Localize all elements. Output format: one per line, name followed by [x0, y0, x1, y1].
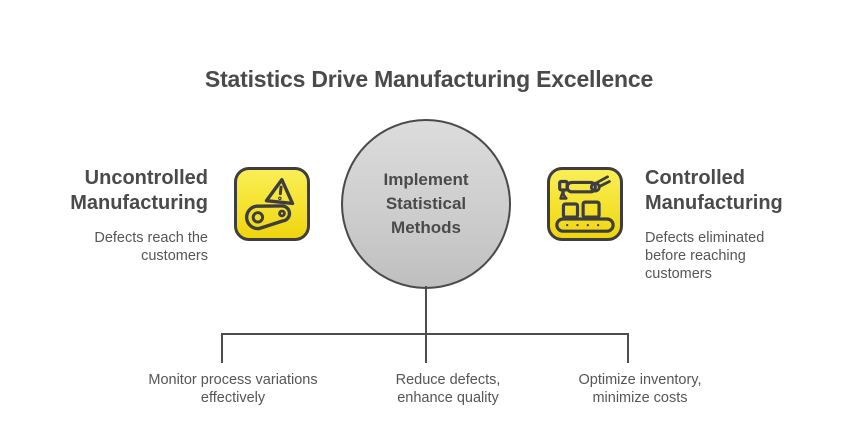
outcome-label-monitor: Monitor process variations effectively — [148, 372, 318, 406]
left-section: Uncontrolled Manufacturing Defects reach… — [40, 166, 208, 265]
right-section: Controlled Manufacturing Defects elimina… — [645, 166, 795, 283]
left-section-title: Uncontrolled Manufacturing — [70, 167, 208, 214]
right-section-title: Controlled Manufacturing — [645, 167, 783, 214]
connector-vertical-center — [425, 286, 427, 363]
outcome-label-reduce: Reduce defects, enhance quality — [395, 372, 501, 406]
robot-arm-conveyor-icon — [547, 167, 623, 241]
diagram-title: Statistics Drive Manufacturing Excellenc… — [204, 66, 654, 93]
left-section-description: Defects reach the customers — [94, 230, 208, 264]
center-node-line-2: Statistical — [385, 194, 467, 213]
robot-arm-conveyor-icon-glyph — [555, 175, 615, 233]
connector-drop-left — [221, 333, 223, 363]
center-node: Implement Statistical Methods — [341, 119, 511, 289]
connector-horizontal — [221, 333, 629, 335]
center-node-label: Implement Statistical Methods — [383, 168, 468, 240]
outcome-label-optimize: Optimize inventory, minimize costs — [578, 372, 702, 406]
center-node-line-3: Methods — [391, 218, 461, 237]
connector-drop-right — [627, 333, 629, 363]
right-section-description: Defects eliminated before reaching custo… — [645, 230, 765, 282]
belt-warning-icon — [234, 167, 310, 241]
belt-warning-icon-glyph — [244, 178, 295, 231]
center-node-line-1: Implement — [383, 170, 469, 189]
